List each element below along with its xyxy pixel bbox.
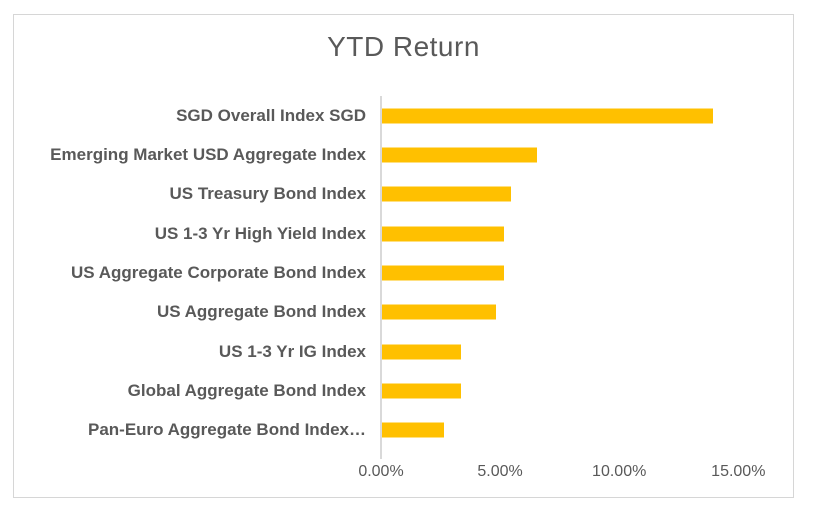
bar-row-em-usd-aggregate: Emerging Market USD Aggregate Index: [0, 135, 814, 174]
category-label: Global Aggregate Bond Index: [127, 380, 366, 400]
category-label: Emerging Market USD Aggregate Index: [50, 144, 366, 164]
bar: [382, 344, 461, 360]
bar-row-global-aggregate: Global Aggregate Bond Index: [0, 371, 814, 410]
bar: [382, 226, 504, 242]
bar-row-us-13yr-high-yield: US 1-3 Yr High Yield Index: [0, 214, 814, 253]
bar-row-us-aggregate: US Aggregate Bond Index: [0, 293, 814, 332]
value-axis-tick-label: 15.00%: [711, 463, 766, 480]
value-axis-tick-label: 10.00%: [592, 463, 647, 480]
bar: [382, 147, 537, 163]
chart-title: YTD Return: [327, 31, 480, 62]
category-label: US Aggregate Corporate Bond Index: [70, 262, 366, 282]
value-axis-tick-label: 5.00%: [477, 463, 523, 480]
bar: [382, 383, 461, 399]
category-label: US 1-3 Yr High Yield Index: [154, 223, 366, 243]
bar-row-us-treasury: US Treasury Bond Index: [0, 175, 814, 214]
category-label: Pan-Euro Aggregate Bond Index…: [87, 420, 366, 440]
zero-tick-mark: [380, 450, 382, 459]
value-axis-tick-label: 0.00%: [358, 463, 404, 480]
chart-border: [13, 14, 794, 498]
category-label: US 1-3 Yr IG Index: [218, 341, 366, 361]
category-label: US Treasury Bond Index: [169, 184, 367, 204]
bar: [382, 304, 497, 320]
bar: [382, 186, 511, 202]
category-label: US Aggregate Bond Index: [156, 302, 366, 322]
category-axis-line: [380, 96, 382, 450]
bar-row-us-aggregate-corporate: US Aggregate Corporate Bond Index: [0, 253, 814, 292]
bar: [382, 108, 714, 124]
bar-row-sgd-overall: SGD Overall Index SGD: [0, 96, 814, 135]
category-label: SGD Overall Index SGD: [176, 105, 366, 125]
bar-row-us-13yr-ig: US 1-3 Yr IG Index: [0, 332, 814, 371]
bar-row-pan-euro-aggregate: Pan-Euro Aggregate Bond Index…: [0, 411, 814, 450]
bar: [382, 422, 444, 438]
bar: [382, 265, 504, 281]
